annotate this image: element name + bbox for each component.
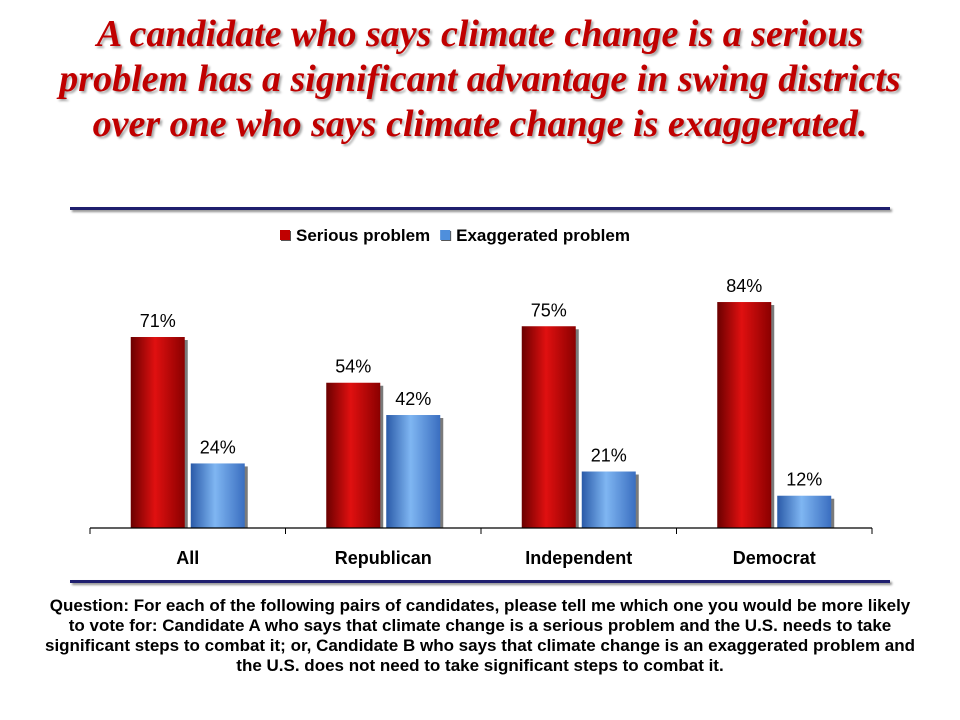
bar-exaggerated-problem-democrat bbox=[777, 495, 832, 528]
slide-title: A candidate who says climate change is a… bbox=[59, 13, 901, 145]
bar-serious-problem-democrat bbox=[717, 302, 772, 528]
title-divider bbox=[70, 207, 890, 210]
chart-legend: Serious problem Exaggerated problem bbox=[280, 226, 630, 245]
x-axis: All Republican Independent Democrat bbox=[89, 527, 873, 568]
bar-exaggerated-problem-republican bbox=[386, 415, 441, 528]
legend-label-serious-problem: Serious problem bbox=[296, 226, 430, 245]
data-label-serious-problem-republican: 54% bbox=[335, 357, 371, 377]
footnote-divider bbox=[70, 580, 890, 583]
legend-label-exaggerated-problem: Exaggerated problem bbox=[456, 226, 630, 245]
data-label-exaggerated-problem-republican: 42% bbox=[395, 389, 431, 409]
data-label-exaggerated-problem-democrat: 12% bbox=[786, 470, 822, 490]
bar-chart: Serious problem Exaggerated problem 71% 24… bbox=[89, 226, 873, 568]
bar-exaggerated-problem-all bbox=[190, 463, 245, 528]
bar-serious-problem-republican bbox=[326, 382, 381, 528]
bar-serious-problem-all bbox=[130, 337, 185, 528]
bars-group: 71% 24% 54% 42% 75% 21% 84% 12% bbox=[130, 276, 835, 528]
data-label-exaggerated-problem-independent: 21% bbox=[591, 446, 627, 466]
data-label-serious-problem-independent: 75% bbox=[531, 300, 567, 320]
data-label-serious-problem-all: 71% bbox=[140, 311, 176, 331]
question-footnote: Question: For each of the following pair… bbox=[44, 596, 916, 675]
x-tick-label-democrat: Democrat bbox=[733, 548, 816, 568]
legend-swatch-serious-problem bbox=[280, 230, 290, 240]
x-tick-label-all: All bbox=[176, 548, 199, 568]
x-tick-label-independent: Independent bbox=[525, 548, 632, 568]
legend-swatch-exaggerated-problem bbox=[440, 230, 451, 240]
bar-serious-problem-independent bbox=[521, 326, 576, 528]
x-tick-label-republican: Republican bbox=[335, 548, 432, 568]
data-label-exaggerated-problem-all: 24% bbox=[200, 437, 236, 457]
bar-exaggerated-problem-independent bbox=[581, 471, 636, 528]
data-label-serious-problem-democrat: 84% bbox=[726, 276, 762, 296]
